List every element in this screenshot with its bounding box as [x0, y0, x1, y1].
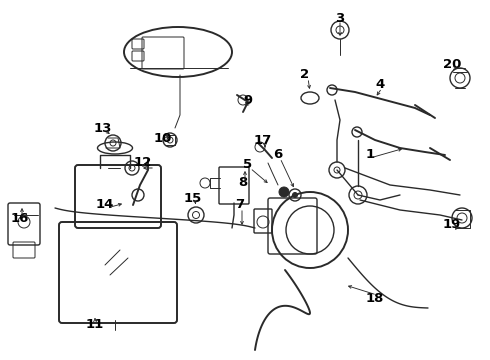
Text: 12: 12	[134, 156, 152, 168]
Text: 20: 20	[443, 58, 461, 72]
Text: 10: 10	[154, 131, 172, 144]
Text: 2: 2	[300, 68, 310, 81]
Text: 15: 15	[184, 192, 202, 204]
Text: 16: 16	[11, 211, 29, 225]
Text: 5: 5	[244, 158, 252, 171]
Text: 14: 14	[96, 198, 114, 211]
Text: 1: 1	[366, 148, 374, 162]
Text: 19: 19	[443, 219, 461, 231]
Text: 18: 18	[366, 292, 384, 305]
Text: 7: 7	[235, 198, 245, 211]
Text: 3: 3	[335, 12, 344, 24]
Circle shape	[279, 187, 289, 197]
Text: 13: 13	[94, 122, 112, 135]
Text: 6: 6	[273, 148, 283, 162]
Text: 17: 17	[254, 134, 272, 147]
Circle shape	[293, 193, 297, 198]
Text: 11: 11	[86, 319, 104, 332]
Text: 8: 8	[238, 175, 247, 189]
Text: 4: 4	[375, 78, 385, 91]
Text: 9: 9	[244, 94, 252, 107]
